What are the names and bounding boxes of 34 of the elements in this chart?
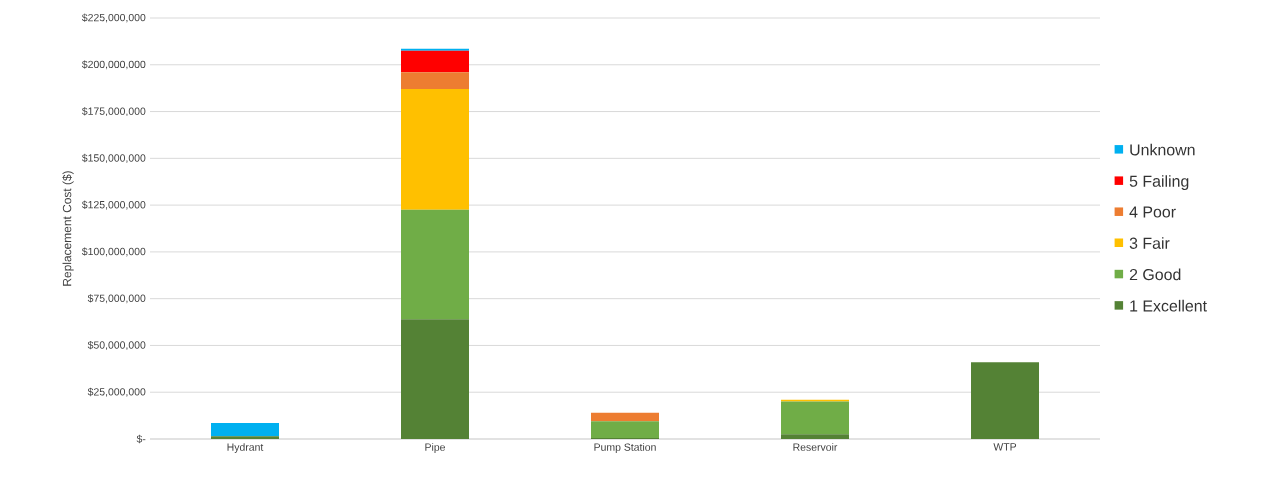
y-tick-label: $100,000,000 [81,247,146,257]
y-tick-label: $- [136,434,146,444]
y-tick-label: $175,000,000 [81,107,146,117]
bar [401,319,469,439]
legend-label: 5 Failing [1129,175,1189,190]
y-tick-label: $25,000,000 [87,387,146,397]
x-tick-label: Pump Station [594,443,656,453]
y-tick-label: $200,000,000 [81,60,146,70]
bar [401,89,469,210]
y-axis-title: Replacement Cost ($) [62,171,74,286]
bar [591,421,660,439]
bar [211,436,279,439]
y-tick-label: $225,000,000 [81,13,146,23]
x-tick-label: Reservoir [793,443,838,451]
legend-label: Unknown [1130,143,1195,156]
bar [781,434,850,439]
y-tick-label: $50,000,000 [87,340,146,350]
y-tick-label: $75,000,000 [87,294,146,304]
y-tick-label: $125,000,000 [81,200,146,210]
bar [401,50,469,73]
x-tick-label: WTP [993,443,1017,451]
bar [971,362,1040,439]
bar [781,401,850,435]
legend-label: 2 Good [1129,268,1181,281]
x-tick-label: Hydrant [227,443,264,453]
bar [401,72,469,90]
bar [211,423,279,437]
legend-label: 3 Fair [1129,237,1170,249]
legend-label: 1 Excellent [1130,299,1207,312]
y-tick-label: $150,000,000 [81,153,146,163]
bar [401,209,469,320]
legend-label: 4 Poor [1129,206,1176,218]
bar [591,412,660,422]
x-tick-label: Pipe [425,443,445,453]
